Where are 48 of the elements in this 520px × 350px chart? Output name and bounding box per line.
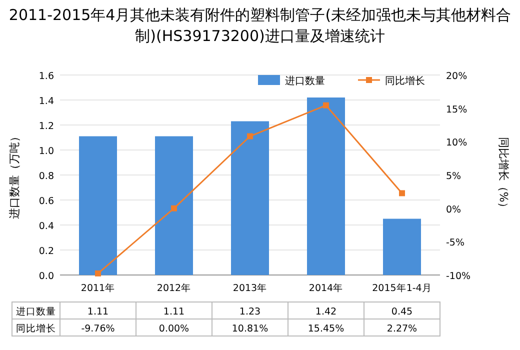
legend-label: 进口数量 <box>285 75 325 87</box>
point <box>323 102 329 108</box>
legend-label: 同比增长 <box>385 75 425 87</box>
data-label: 1.42 <box>315 306 337 318</box>
y-tick-label: 0.0 <box>38 271 54 282</box>
y2-tick-label: -5% <box>446 238 464 249</box>
y-tick-label: 1.6 <box>38 71 54 82</box>
text: 进口数量 <box>16 306 56 318</box>
data-label: 2.27% <box>386 324 418 334</box>
y-tick-label: 0.4 <box>38 221 54 232</box>
bar <box>231 121 269 275</box>
y-axis-title: 进口数量（万吨） <box>8 131 21 219</box>
y2-tick-label: -10% <box>446 271 471 282</box>
bar <box>155 136 193 275</box>
x-tick-label: 2012年 <box>156 282 192 294</box>
y2-tick-label: 20% <box>446 71 468 82</box>
data-label: 0.00% <box>158 324 190 334</box>
data-label: 10.81% <box>232 324 268 334</box>
data-label: 1.11 <box>163 306 185 318</box>
bar <box>307 98 345 275</box>
bar <box>383 218 421 275</box>
point <box>171 205 177 212</box>
chart-title: 2011-2015年4月其他未装有附件的塑料制管子(未经加强也未与其他材料合制)(HS39173200)进口量及增速统计 <box>8 6 512 45</box>
data-label: 1.23 <box>239 306 261 318</box>
y-tick-label: 1.4 <box>38 96 54 107</box>
x-tick-label: 2015年1-4月 <box>372 282 432 294</box>
y2-tick-label: 5% <box>446 171 462 182</box>
data-label: -9.76% <box>81 324 115 334</box>
y-tick-label: 0.6 <box>38 196 54 207</box>
data-label: 1.11 <box>87 306 109 318</box>
bar <box>79 136 117 275</box>
y2-tick-label: 0% <box>446 204 462 216</box>
data-label: 0.45 <box>391 306 413 318</box>
y-tick-label: 1.0 <box>38 146 54 157</box>
y-tick-label: 0.8 <box>38 171 54 182</box>
data-label: 15.45% <box>308 324 344 334</box>
y-tick-label: 0.2 <box>38 246 54 257</box>
point <box>95 270 101 276</box>
y-tick-label: 1.2 <box>38 121 54 132</box>
x-tick-label: 2014年 <box>308 282 344 294</box>
text: 同比增长 <box>16 324 56 334</box>
x-tick-label: 2013年 <box>232 282 268 294</box>
y2-tick-label: 15% <box>446 104 468 116</box>
x-tick-label: 2011年 <box>80 282 116 294</box>
point <box>399 190 405 196</box>
y2-tick-label: 10% <box>446 138 468 149</box>
y2-axis-title: 同比增长（%） <box>497 136 510 214</box>
point <box>247 133 253 140</box>
